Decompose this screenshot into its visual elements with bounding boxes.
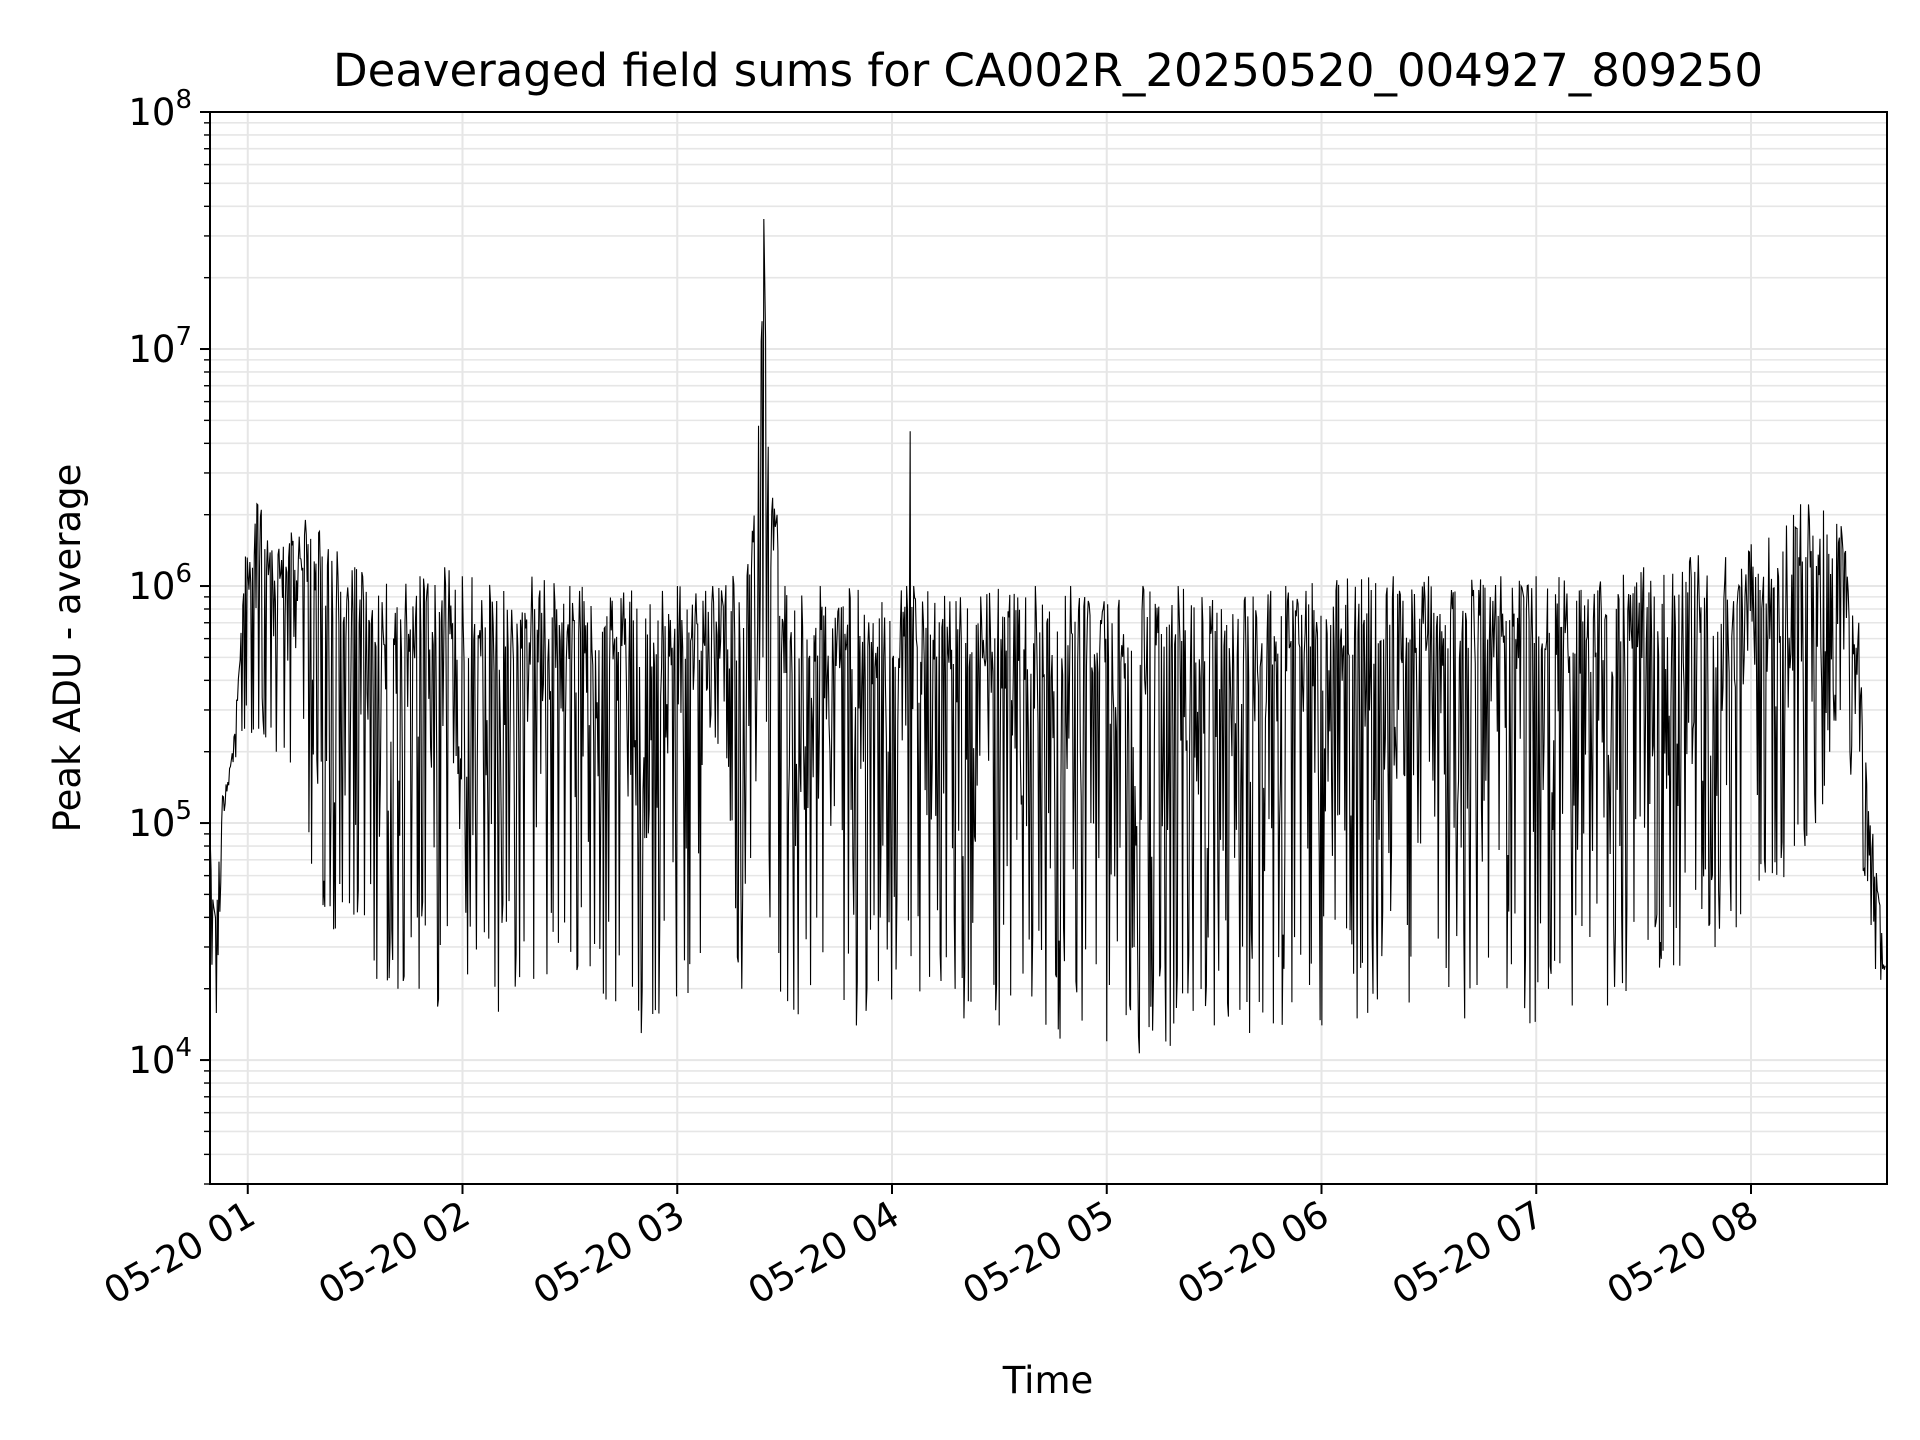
y-tick-label: 104: [128, 1033, 192, 1082]
x-axis-label: Time: [1002, 1359, 1094, 1402]
y-tick-label: 107: [128, 322, 192, 371]
plot-frame: [209, 111, 1888, 1185]
series-layer: [209, 218, 1886, 1054]
chart-title: Deaveraged field sums for CA002R_2025052…: [333, 44, 1763, 97]
series-line: [209, 218, 1886, 1054]
y-tick-label: 108: [128, 85, 192, 134]
y-tick-label: 105: [128, 796, 192, 845]
y-tick-label: 106: [128, 559, 192, 608]
y-axis-label: Peak ADU - average: [46, 464, 89, 833]
